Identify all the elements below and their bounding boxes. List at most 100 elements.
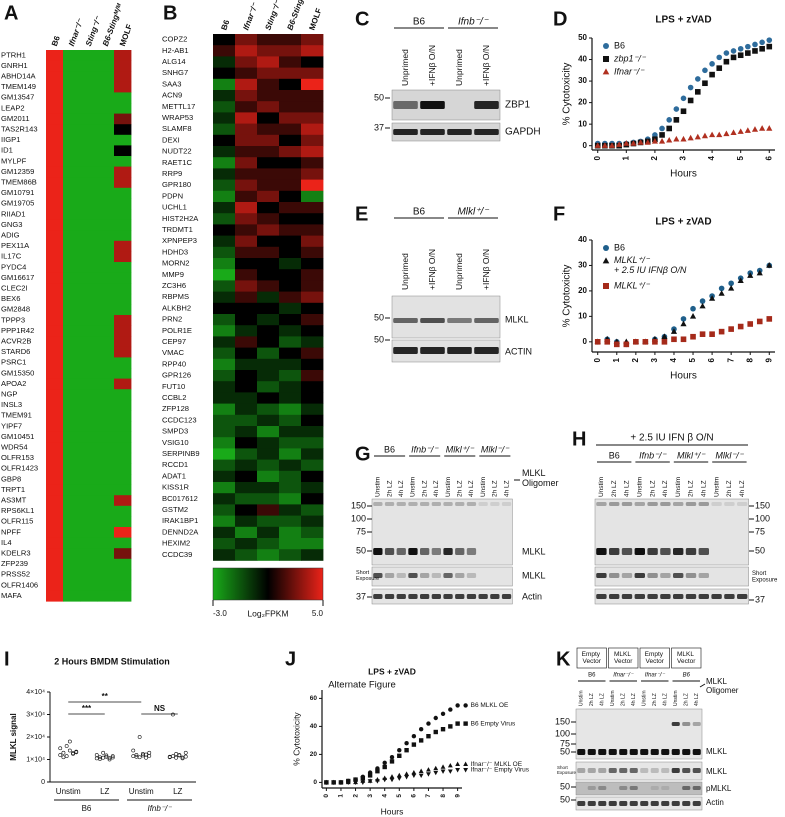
band (629, 749, 638, 755)
heat-cell (279, 515, 302, 528)
heat-cell (213, 168, 236, 180)
heat-cell (80, 240, 98, 252)
band (396, 502, 406, 506)
heat-cell (301, 504, 324, 516)
y-tick-label: 10 (578, 119, 587, 128)
point (666, 117, 673, 123)
heat-cell (213, 549, 236, 561)
heat-cell (46, 198, 64, 210)
point (752, 48, 758, 54)
column-label: Ifnar⁻/⁻ (241, 1, 259, 31)
heat-cell (301, 493, 324, 505)
heat-cell (213, 538, 236, 550)
band (596, 502, 607, 506)
panel-letter: C (355, 8, 369, 30)
point (418, 727, 424, 732)
heat-cell (213, 45, 236, 57)
heat-cell (80, 410, 98, 422)
heat-cell (213, 470, 236, 483)
heat-cell (63, 410, 81, 422)
point (353, 780, 358, 786)
band (673, 502, 684, 506)
band (474, 318, 499, 323)
heat-cell (97, 431, 115, 443)
heat-cell (301, 202, 324, 214)
point (131, 748, 136, 753)
gene-label: IIGP1 (1, 135, 20, 144)
gene-label: XPNPEP3 (162, 236, 197, 245)
point (447, 762, 453, 768)
gene-label: TPPP3 (1, 315, 25, 324)
gene-label: CEP97 (162, 337, 186, 346)
band (698, 573, 709, 578)
heat-cell (97, 421, 115, 432)
band (455, 573, 465, 578)
lane-label: Unprimed (454, 253, 464, 290)
lane-label: 2h LZ (492, 480, 499, 497)
heat-cell (80, 230, 98, 242)
point (174, 751, 179, 756)
heat-cell (63, 134, 81, 146)
vector-label: MLKL Vector (614, 651, 633, 665)
heat-cell (63, 558, 81, 570)
heat-cell (46, 315, 64, 326)
heat-cell (213, 426, 236, 438)
heat-cell (235, 459, 258, 472)
legend-marker (603, 283, 609, 289)
lane-label: Unstim (445, 477, 452, 497)
heat-cell (63, 145, 81, 157)
band (682, 722, 691, 726)
heat-cell (235, 112, 258, 124)
lane-label: 4h LZ (398, 480, 405, 497)
heat-cell (80, 198, 98, 210)
heat-cell (301, 101, 324, 113)
band (711, 594, 722, 599)
heat-cell (279, 168, 302, 180)
heat-cell (114, 166, 132, 178)
gene-label: CLEC2I (1, 284, 28, 293)
mw-marker: 50 (374, 92, 384, 102)
heat-cell (80, 134, 98, 146)
heat-cell (114, 145, 132, 157)
band (577, 801, 586, 806)
band (501, 594, 512, 599)
heat-cell (114, 580, 132, 591)
heat-cell (80, 156, 98, 167)
heat-cell (46, 527, 64, 538)
heat-cell (279, 381, 302, 393)
heat-cell (97, 272, 115, 284)
heat-cell (235, 504, 258, 516)
heat-cell (114, 378, 132, 390)
band-label: MLKL Oligomer (706, 677, 739, 695)
band (443, 502, 453, 506)
band-label: MLKL (505, 314, 529, 324)
chart-title: 2 Hours BMDM Stimulation (54, 656, 170, 666)
heat-cell (80, 368, 98, 379)
point (433, 765, 439, 771)
heat-cell (213, 235, 236, 248)
point (666, 125, 673, 132)
gene-label: GM2848 (1, 305, 30, 314)
point (137, 755, 142, 760)
heat-cell (301, 515, 324, 528)
x-axis-label: Hours (381, 806, 404, 816)
gene-label: GNG3 (1, 220, 23, 229)
heat-cell (46, 463, 64, 475)
point (759, 39, 765, 46)
band (671, 768, 680, 773)
x-tick-label: 0 (323, 794, 330, 798)
band (373, 548, 383, 555)
lane-label: 4h LZ (631, 693, 637, 706)
band (408, 573, 418, 578)
gene-label: IL4 (1, 538, 12, 547)
short-exposure: Short Exposure (557, 765, 577, 775)
band (447, 318, 472, 323)
point (418, 768, 424, 773)
heat-cell (97, 484, 115, 496)
point (433, 770, 439, 776)
heat-cell (114, 272, 132, 284)
heat-cell (63, 442, 81, 454)
heat-cell (63, 60, 81, 72)
heat-cell (235, 515, 258, 528)
band (650, 801, 659, 806)
